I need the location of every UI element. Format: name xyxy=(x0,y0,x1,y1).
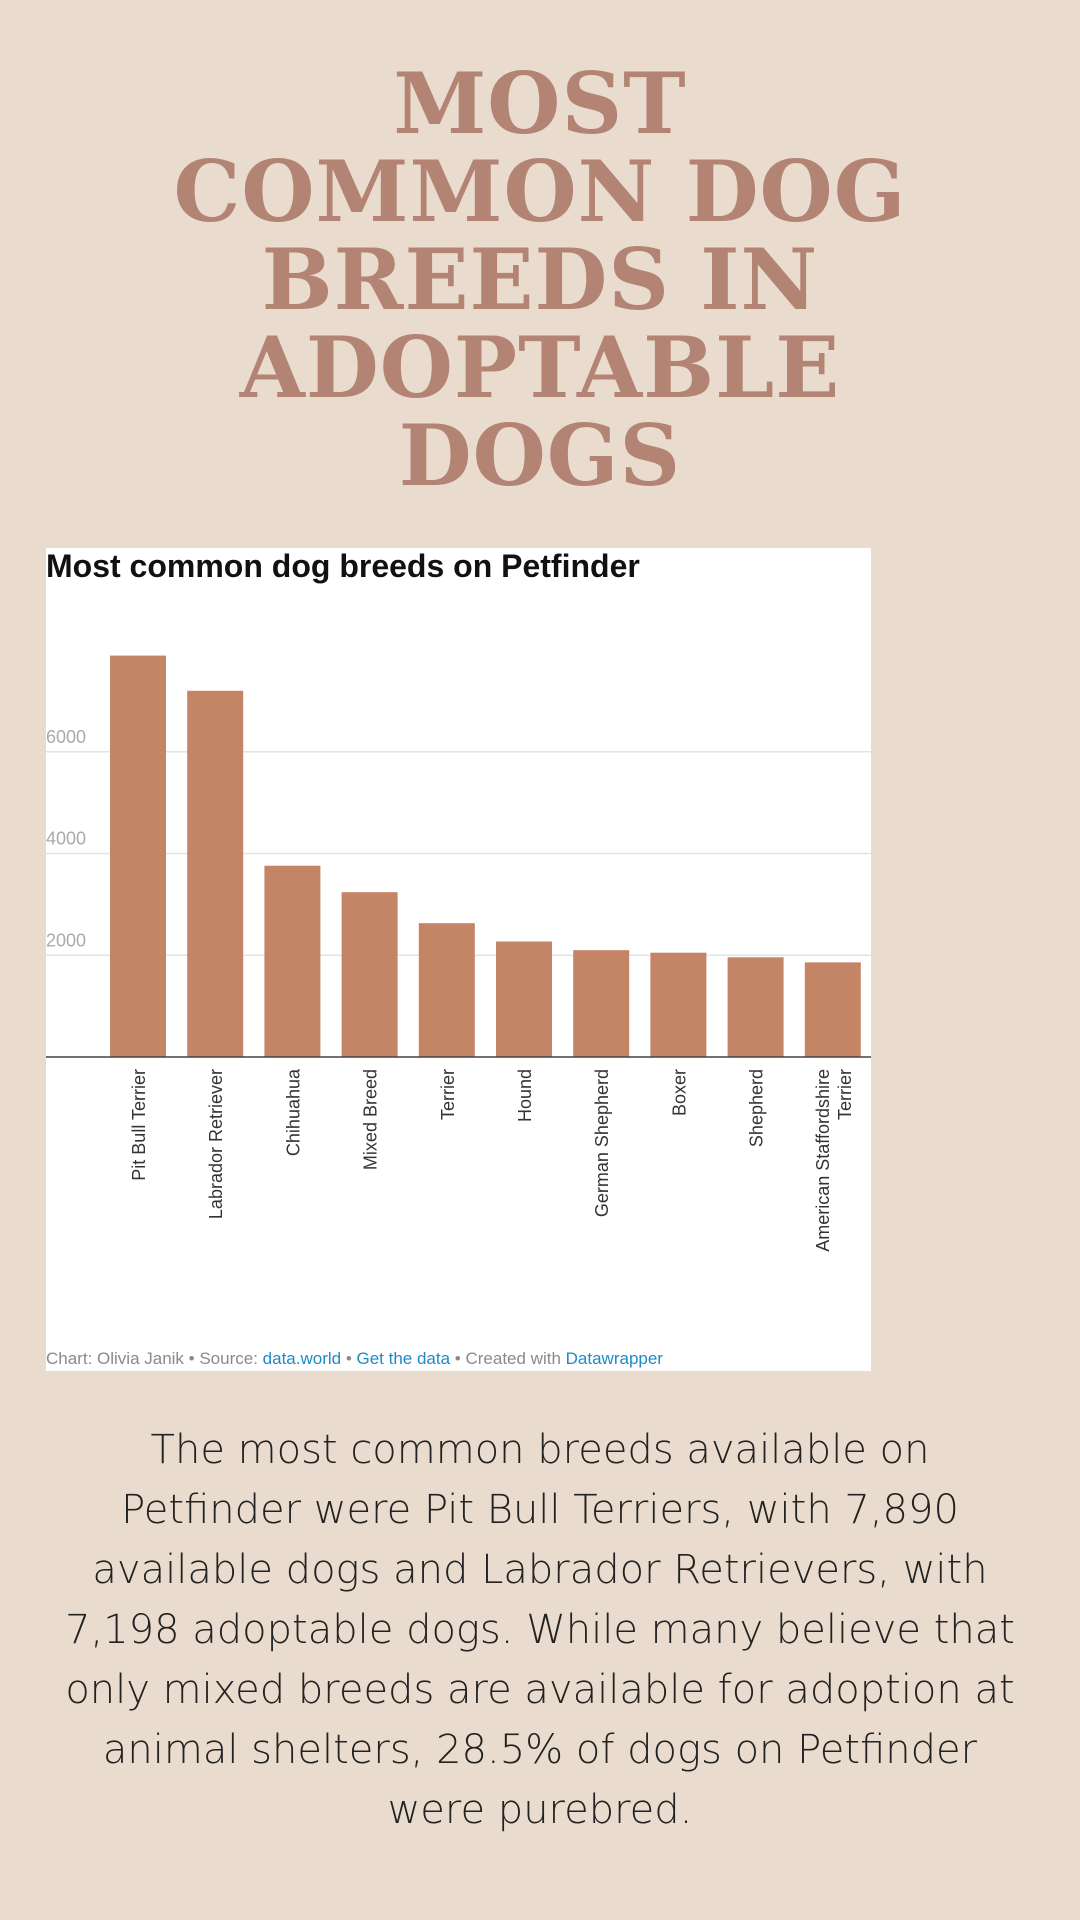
bar xyxy=(804,962,861,1057)
bar xyxy=(341,892,398,1057)
bar xyxy=(418,923,475,1057)
x-tick-label-line: Terrier xyxy=(835,1069,855,1120)
x-tick-label-line: Shepherd xyxy=(747,1069,767,1147)
x-tick-label-line: American Staffordshire xyxy=(813,1069,833,1252)
footer-created-with: • Created with xyxy=(450,1349,566,1368)
x-tick-label-line: Hound xyxy=(515,1069,535,1122)
bar xyxy=(110,655,166,1057)
footer-credit: Chart: Olivia Janik • Source: xyxy=(46,1349,263,1368)
x-tick-label-line: Chihuahua xyxy=(283,1068,303,1156)
bar xyxy=(727,957,784,1057)
headline-line-2: COMMON DOG xyxy=(173,142,907,241)
headline-line-4: ADOPTABLE xyxy=(239,318,841,417)
page-headline: MOST COMMON DOG BREEDS IN ADOPTABLE DOGS xyxy=(90,60,990,500)
body-paragraph: The most common breeds available on Petf… xyxy=(65,1427,1015,1833)
x-tick-label: Labrador Retriever xyxy=(206,1069,226,1219)
footer-separator: • xyxy=(341,1349,357,1368)
bar xyxy=(496,941,552,1057)
bar xyxy=(264,865,321,1057)
bar xyxy=(573,950,630,1057)
bar xyxy=(187,690,244,1057)
x-tick-label: American Staffordshire Terrier xyxy=(813,1069,855,1252)
x-tick-label-line: Pit Bull Terrier xyxy=(129,1069,149,1181)
x-tick-label-line: German Shepherd xyxy=(592,1069,612,1217)
chart-title: Most common dog breeds on Petfinder xyxy=(46,548,640,584)
headline-line-1: MOST xyxy=(393,54,687,153)
chart-footer: Chart: Olivia Janik • Source: data.world… xyxy=(46,1349,663,1369)
bar-chart: 2000 4000 6000 Pit Bull Terrier Labrador Ret… xyxy=(46,655,871,1252)
bar xyxy=(650,952,707,1057)
y-tick-label: 4000 xyxy=(46,829,86,849)
x-tick-label: Hound xyxy=(515,1069,535,1122)
x-tick-label-line: Boxer xyxy=(669,1069,689,1116)
headline-line-5: DOGS xyxy=(398,406,682,505)
x-tick-label-line: Terrier xyxy=(438,1069,458,1120)
x-tick-label: Mixed Breed xyxy=(361,1069,381,1170)
y-tick-label: 6000 xyxy=(46,727,86,747)
x-tick-label: Terrier xyxy=(438,1069,458,1120)
get-data-link[interactable]: Get the data xyxy=(356,1349,451,1368)
datawrapper-link[interactable]: Datawrapper xyxy=(565,1349,663,1368)
x-tick-label-line: Mixed Breed xyxy=(361,1069,381,1170)
x-tick-label: Chihuahua xyxy=(283,1068,303,1156)
x-tick-label-line: Labrador Retriever xyxy=(206,1069,226,1219)
source-link[interactable]: data.world xyxy=(262,1349,342,1368)
x-tick-label: Boxer xyxy=(669,1069,689,1116)
y-tick-label: 2000 xyxy=(46,930,86,950)
chart-card: 2000 4000 6000 Pit Bull Terrier Labrador Ret… xyxy=(46,548,871,1371)
headline-line-3: BREEDS IN xyxy=(261,230,819,329)
x-tick-label: Shepherd xyxy=(747,1069,767,1147)
x-tick-label: German Shepherd xyxy=(592,1069,612,1217)
x-tick-label: Pit Bull Terrier xyxy=(129,1069,149,1181)
